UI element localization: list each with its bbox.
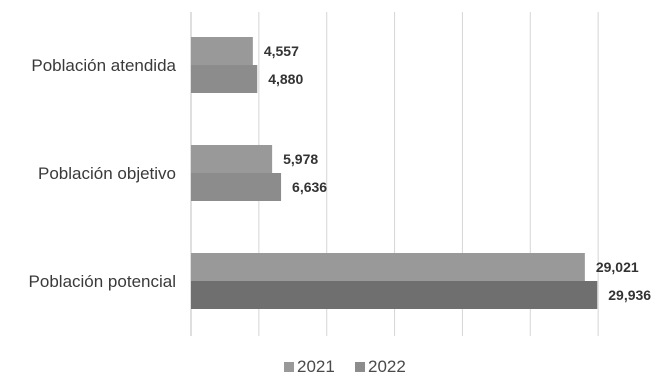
bar-2021 <box>191 253 585 281</box>
bar-2022 <box>191 173 282 201</box>
bar-2021 <box>191 145 273 173</box>
category-label: Población potencial <box>29 272 176 291</box>
category-label: Población objetivo <box>38 164 176 183</box>
data-label-2022: 4,880 <box>268 71 303 87</box>
category-label: Población atendida <box>31 56 176 75</box>
data-label-2021: 4,557 <box>264 43 299 59</box>
legend: 2021 2022 <box>284 357 406 376</box>
legend-swatch-2021 <box>284 362 294 372</box>
data-label-2022: 29,936 <box>608 287 651 303</box>
data-label-2022: 6,636 <box>292 179 327 195</box>
bars <box>191 37 598 309</box>
data-label-2021: 5,978 <box>283 151 318 167</box>
bar-2021 <box>191 37 253 65</box>
legend-label-2022: 2022 <box>368 357 406 376</box>
bar-2022 <box>191 281 598 309</box>
bar-2022 <box>191 65 258 93</box>
data-labels: 4,557 4,880 5,978 6,636 29,021 29,936 <box>264 43 651 303</box>
data-label-2021: 29,021 <box>596 259 639 275</box>
category-labels: Población atendida Población objetivo Pobl… <box>29 56 177 291</box>
legend-swatch-2022 <box>355 362 365 372</box>
legend-label-2021: 2021 <box>297 357 335 376</box>
